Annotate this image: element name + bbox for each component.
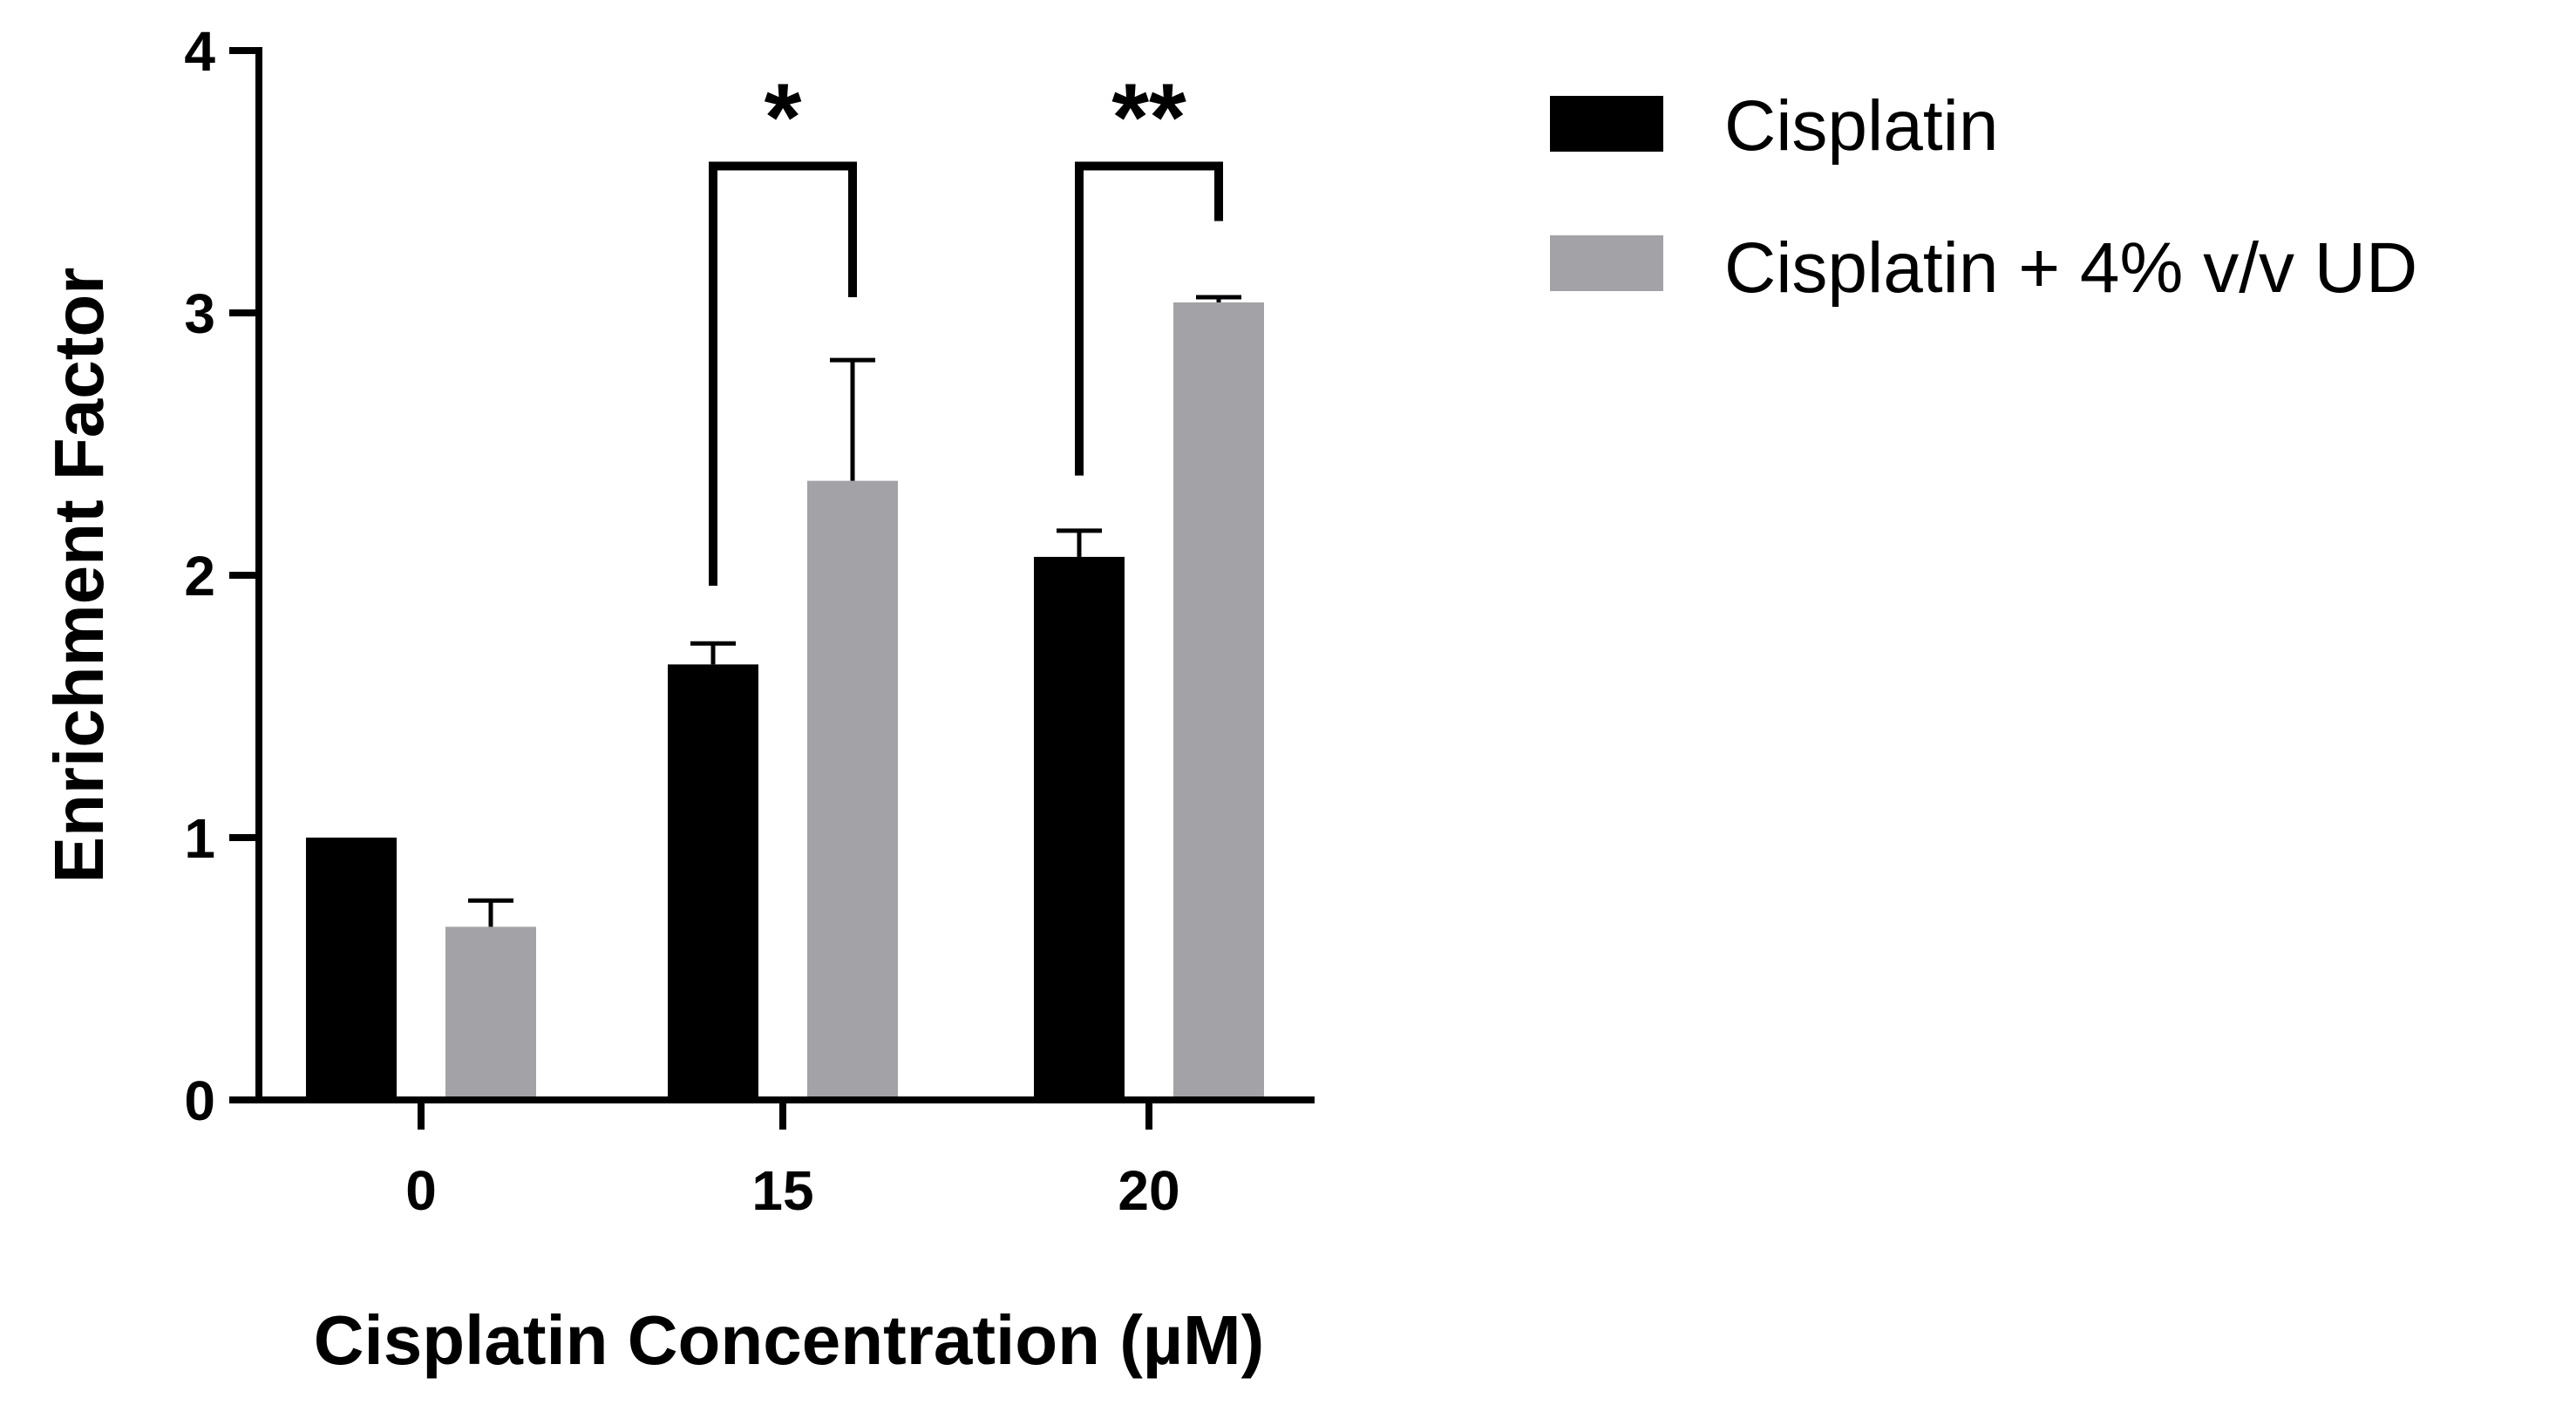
y-tick-label-2: 2: [184, 545, 215, 607]
x-tick-label-0: 0: [405, 1159, 437, 1222]
significance-bracket-20: [1075, 161, 1223, 476]
legend-label-cisplatin-ud: Cisplatin + 4% v/v UD: [1724, 228, 2417, 308]
y-tick-label-3: 3: [184, 282, 215, 345]
bar-cisplatin-ud-15: [807, 480, 898, 1100]
x-tick-label-15: 15: [751, 1159, 813, 1222]
bar-cisplatin-ud-20: [1173, 302, 1264, 1101]
legend-swatch-cisplatin-ud: [1550, 235, 1663, 291]
x-axis-title: Cisplatin Concentration (µM): [314, 1301, 1265, 1379]
significance-label-15: *: [765, 64, 802, 171]
bar-cisplatin-ud-0: [445, 926, 536, 1100]
y-axis-title: Enrichment Factor: [40, 268, 118, 884]
bar-cisplatin-0: [306, 838, 397, 1100]
y-tick-label-1: 1: [184, 807, 215, 870]
significance-label-20: **: [1111, 64, 1186, 171]
y-tick-label-0: 0: [184, 1069, 215, 1132]
y-tick-label-4: 4: [184, 20, 215, 83]
x-tick-label-20: 20: [1118, 1159, 1179, 1222]
legend: Cisplatin Cisplatin + 4% v/v UD: [1550, 86, 2417, 308]
bar-cisplatin-20: [1034, 556, 1125, 1100]
bar-cisplatin-15: [668, 664, 758, 1100]
legend-swatch-cisplatin: [1550, 96, 1663, 152]
significance-bracket-15: [709, 161, 857, 587]
legend-label-cisplatin: Cisplatin: [1724, 86, 1998, 166]
